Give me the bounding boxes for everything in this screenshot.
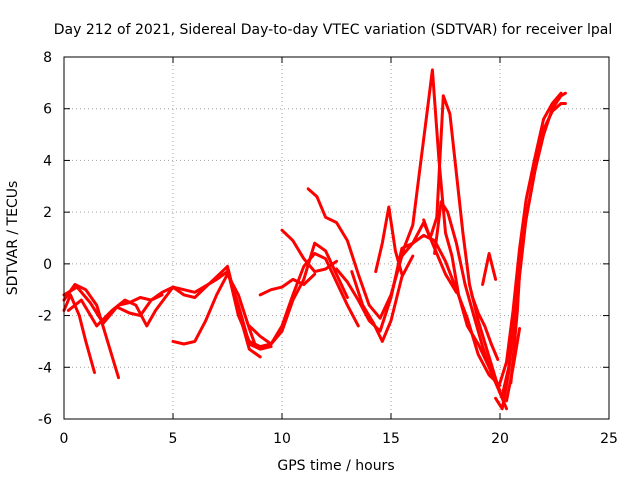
y-tick-label: 4 <box>43 153 52 169</box>
y-tick-label: 0 <box>43 257 52 273</box>
plot-frame <box>63 56 610 420</box>
chart-title: Day 212 of 2021, Sidereal Day-to-day VTE… <box>54 22 612 38</box>
series-arc-13 <box>350 254 415 343</box>
series-arc-15 <box>400 68 502 395</box>
x-tick-label: 15 <box>382 431 400 447</box>
series-arc-9 <box>258 272 317 297</box>
y-axis-label: SDTVAR / TECUs <box>5 181 21 296</box>
y-tick-labels: -6 -4 -2 0 2 4 6 8 <box>38 50 52 428</box>
x-axis-label: GPS time / hours <box>277 458 394 474</box>
series-arc-6 <box>171 272 258 349</box>
series-arc-14 <box>374 205 404 276</box>
series-arc-17 <box>433 200 502 393</box>
y-tick-label: -6 <box>38 412 52 428</box>
x-tick-label: 25 <box>600 431 618 447</box>
series-arc-16 <box>422 94 508 411</box>
series-arc-19 <box>481 252 498 286</box>
y-tick-label: 6 <box>43 102 52 118</box>
y-tick-label: 8 <box>43 50 52 66</box>
x-tick-labels: 0 5 10 15 20 25 <box>60 431 618 447</box>
data-series <box>62 68 567 411</box>
series-arc-2 <box>62 283 120 380</box>
series-arc-7 <box>226 252 360 349</box>
y-tick-label: 2 <box>43 205 52 221</box>
x-tick-label: 5 <box>169 431 178 447</box>
series-arc-1 <box>62 293 96 374</box>
y-tick-label: -4 <box>38 360 52 376</box>
series-arc-24 <box>509 233 524 385</box>
series-arc-10 <box>280 228 338 274</box>
x-tick-label: 0 <box>60 431 69 447</box>
x-tick-label: 20 <box>491 431 509 447</box>
y-tick-label: -2 <box>38 309 52 325</box>
x-tick-label: 10 <box>273 431 291 447</box>
series-arc-22 <box>500 91 567 398</box>
series-arc-18 <box>470 293 500 361</box>
series-arc-8 <box>247 241 349 346</box>
grid-lines <box>64 57 609 419</box>
axis-ticks <box>63 56 610 420</box>
series-arc-21 <box>498 91 563 385</box>
